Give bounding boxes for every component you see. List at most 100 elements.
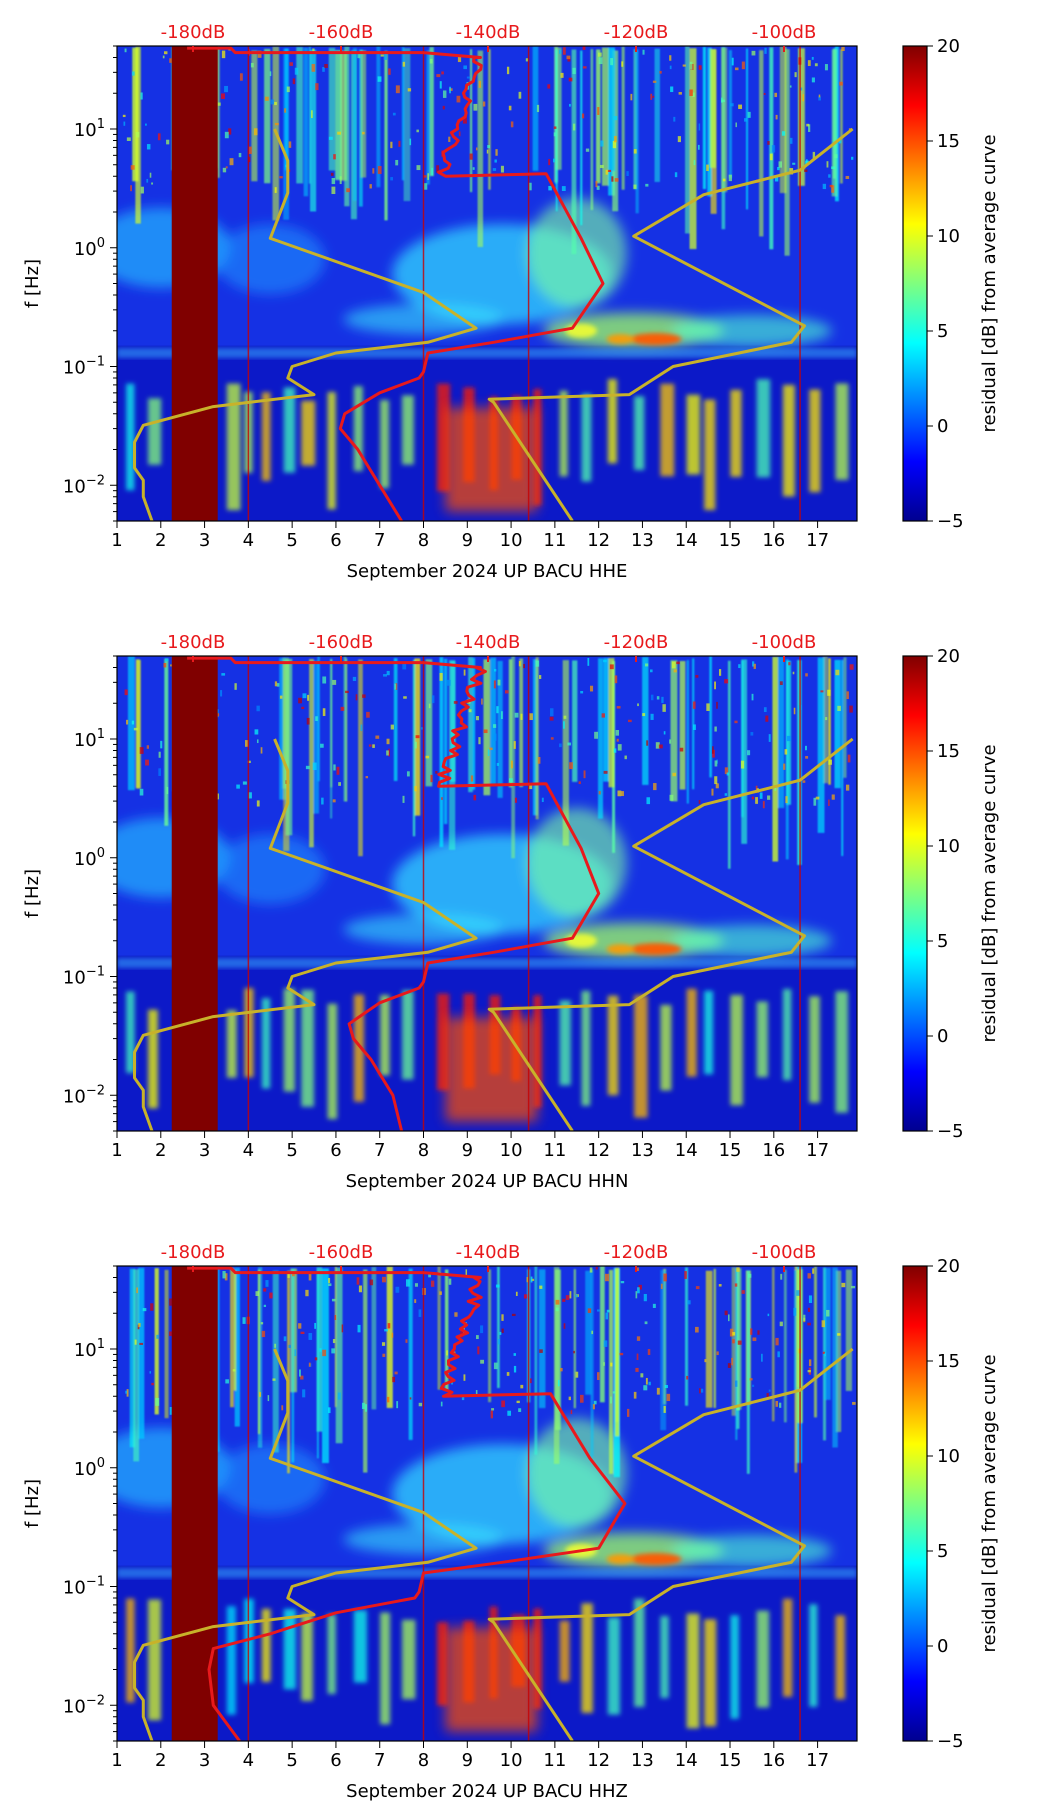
y-tick-label: 100	[74, 846, 105, 870]
x-tick-label: 1	[111, 1750, 122, 1771]
heatmap-band	[117, 957, 857, 968]
x-tick-label: 11	[543, 1750, 566, 1771]
colorbar-tick-label: 10	[937, 1446, 960, 1467]
x-tick-label: 1	[111, 1140, 122, 1161]
heatmap-area	[117, 656, 857, 1131]
x-tick-label: 13	[631, 1140, 654, 1161]
heatmap-hotspots	[565, 1543, 682, 1566]
colorbar-tick-label: 0	[937, 1636, 948, 1657]
colorbar-label: residual [dB] from average curve	[979, 744, 1000, 1042]
x-tick-label: 12	[587, 530, 610, 551]
top-db-label: -180dB	[161, 632, 226, 653]
x-tick-label: 2	[155, 1140, 166, 1161]
top-db-label: -160dB	[309, 1242, 374, 1263]
y-tick-label: 101	[74, 1337, 105, 1361]
y-tick-label: 10−2	[63, 1083, 105, 1107]
x-tick-label: 15	[719, 1750, 742, 1771]
colorbar-tick-label: 10	[937, 836, 960, 857]
top-db-label: -140dB	[456, 632, 521, 653]
saturated-band	[171, 1266, 218, 1741]
saturated-band	[171, 46, 218, 521]
x-tick-label: 3	[199, 1140, 210, 1161]
x-tick-label: 15	[719, 530, 742, 551]
top-db-label: -120dB	[604, 632, 669, 653]
reference-curve-1	[133, 1348, 478, 1741]
x-tick-label: 6	[330, 1140, 341, 1161]
top-db-label: -160dB	[309, 632, 374, 653]
x-tick-label: 16	[762, 1750, 785, 1771]
x-tick-label: 5	[286, 1750, 297, 1771]
x-tick-label: 16	[762, 530, 785, 551]
average-psd-curve	[187, 1266, 627, 1741]
x-tick-label: 5	[286, 530, 297, 551]
colorbar-tick-label: 20	[937, 36, 960, 57]
x-tick-label: 6	[330, 530, 341, 551]
y-tick-label: 100	[74, 236, 105, 260]
heatmap-hotspots	[565, 933, 682, 956]
colorbar-tick-label: −5	[937, 1731, 964, 1752]
top-db-label: -120dB	[604, 1242, 669, 1263]
x-axis-label: September 2024 UP BACU HHN	[346, 1171, 629, 1192]
colorbar-label: residual [dB] from average curve	[979, 1354, 1000, 1652]
top-db-label: -160dB	[309, 22, 374, 43]
colorbar-label: residual [dB] from average curve	[979, 134, 1000, 432]
x-tick-label: 11	[543, 1140, 566, 1161]
top-db-label: -100dB	[752, 632, 817, 653]
colorbar-tick-label: 5	[937, 321, 948, 342]
y-tick-label: 10−1	[63, 965, 105, 989]
colorbar-tick-label: 20	[937, 1256, 960, 1277]
y-axis-label: f [Hz]	[22, 1479, 43, 1528]
average-psd-curve	[187, 656, 601, 1131]
x-tick-label: 16	[762, 1140, 785, 1161]
x-axis-label: September 2024 UP BACU HHE	[347, 561, 628, 582]
x-tick-label: 12	[587, 1140, 610, 1161]
x-tick-label: 1	[111, 530, 122, 551]
y-tick-label: 101	[74, 727, 105, 751]
colorbar-tick-label: −5	[937, 1121, 964, 1142]
heatmap-low-hotzone	[445, 1627, 538, 1732]
colorbar-tick-label: 0	[937, 416, 948, 437]
x-tick-label: 4	[243, 530, 254, 551]
average-psd-curve	[187, 46, 605, 521]
top-db-label: -140dB	[456, 1242, 521, 1263]
saturated-band	[171, 656, 218, 1131]
x-tick-label: 7	[374, 530, 385, 551]
top-db-label: -100dB	[752, 22, 817, 43]
colorbar-tick-label: −5	[937, 511, 964, 532]
x-tick-label: 9	[462, 1750, 473, 1771]
y-tick-label: 100	[74, 1456, 105, 1480]
x-tick-label: 14	[675, 530, 698, 551]
colorbar-tick-label: 15	[937, 131, 960, 152]
heatmap-band	[117, 347, 857, 358]
colorbar	[902, 655, 928, 1132]
x-tick-label: 3	[199, 530, 210, 551]
heatmap-area	[117, 1266, 857, 1741]
colorbar-tick-label: 5	[937, 931, 948, 952]
top-db-label: -120dB	[604, 22, 669, 43]
x-tick-label: 11	[543, 530, 566, 551]
colorbar-tick-label: 15	[937, 1351, 960, 1372]
x-tick-label: 10	[500, 1750, 523, 1771]
top-db-label: -180dB	[161, 22, 226, 43]
heatmap-low-hotzone	[445, 1017, 538, 1122]
reference-curve-1	[133, 738, 478, 1131]
x-tick-label: 17	[806, 530, 829, 551]
x-tick-label: 2	[155, 530, 166, 551]
colorbar-tick-label: 5	[937, 1541, 948, 1562]
colorbar-tick-label: 0	[937, 1026, 948, 1047]
x-tick-label: 17	[806, 1140, 829, 1161]
x-tick-label: 10	[500, 1140, 523, 1161]
reference-curve-2	[487, 1347, 854, 1741]
x-tick-label: 15	[719, 1140, 742, 1161]
y-axis-label: f [Hz]	[22, 259, 43, 308]
x-tick-label: 9	[462, 1140, 473, 1161]
x-tick-label: 10	[500, 530, 523, 551]
x-tick-label: 2	[155, 1750, 166, 1771]
x-tick-label: 8	[418, 1140, 429, 1161]
reference-curve-2	[487, 737, 854, 1131]
x-tick-label: 17	[806, 1750, 829, 1771]
colorbar	[902, 1265, 928, 1742]
